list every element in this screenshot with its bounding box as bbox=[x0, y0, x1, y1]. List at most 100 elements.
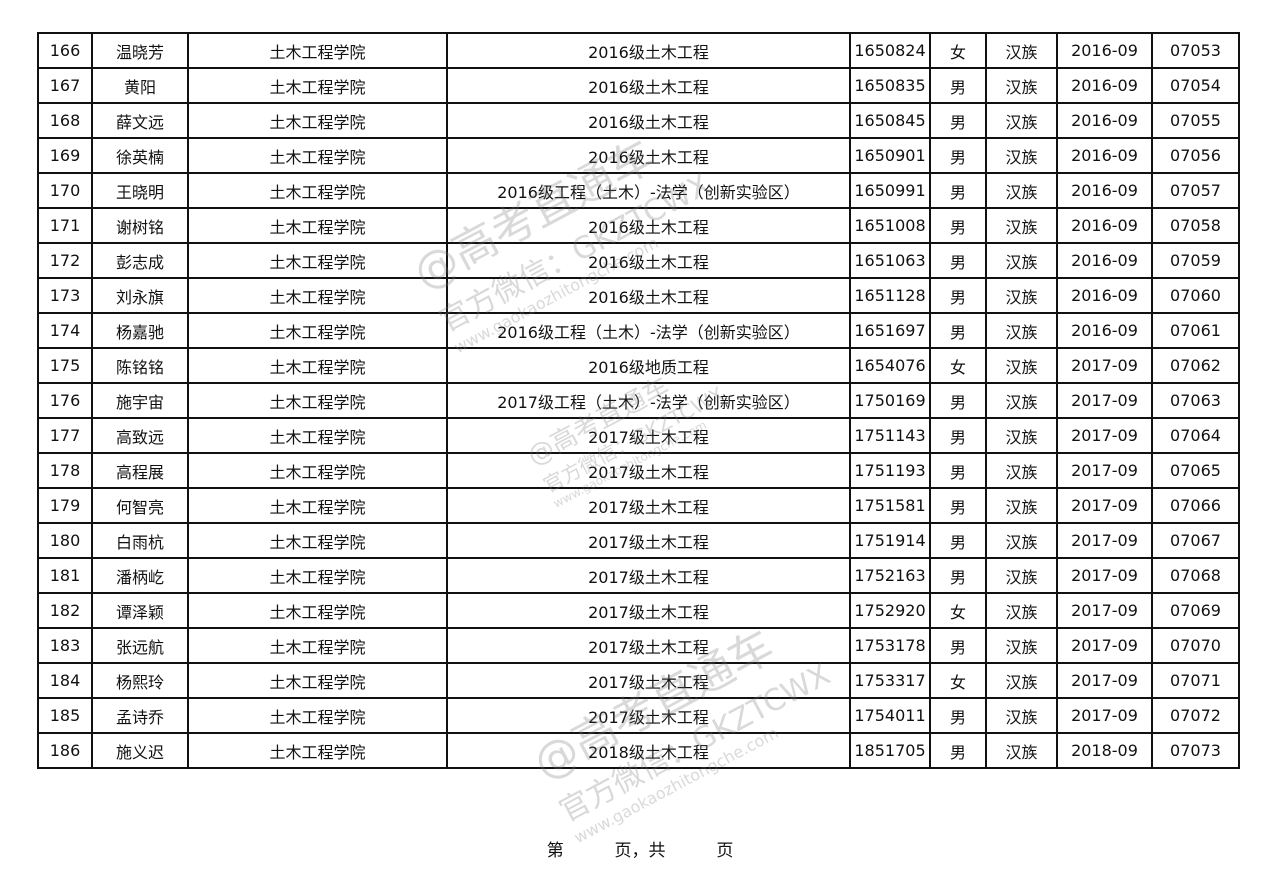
cell-student-id: 1651063 bbox=[849, 242, 931, 279]
page-suffix: 页 bbox=[716, 841, 734, 861]
cell-certificate-no: 07056 bbox=[1151, 137, 1240, 174]
cell-certificate-no: 07062 bbox=[1151, 347, 1240, 384]
cell-name: 潘柄屹 bbox=[91, 557, 189, 594]
table-row: 184 杨熙玲 土木工程学院 2017级土木工程 1753317 女汉族 2017-09 07… bbox=[37, 662, 1240, 699]
cell-ethnicity: 汉族 bbox=[985, 172, 1058, 209]
cell-ethnicity: 汉族 bbox=[985, 347, 1058, 384]
cell-name: 彭志成 bbox=[91, 242, 189, 279]
table-row: 183 张远航 土木工程学院 2017级土木工程 1753178 男汉族 2017-09 07… bbox=[37, 627, 1240, 664]
cell-enrollment: 2016-09 bbox=[1056, 242, 1153, 279]
table-row: 171 谢树铭 土木工程学院 2016级土木工程 1651008 男汉族 2016-09 07… bbox=[37, 207, 1240, 244]
cell-student-id: 1651008 bbox=[849, 207, 931, 244]
cell-enrollment: 2016-09 bbox=[1056, 172, 1153, 209]
cell-class: 2016级工程（土木）-法学（创新实验区） bbox=[446, 172, 851, 209]
cell-certificate-no: 07072 bbox=[1151, 697, 1240, 734]
cell-certificate-no: 07073 bbox=[1151, 732, 1240, 769]
cell-ethnicity: 汉族 bbox=[985, 522, 1058, 559]
cell-college: 土木工程学院 bbox=[187, 557, 448, 594]
cell-name: 杨熙玲 bbox=[91, 662, 189, 699]
cell-enrollment: 2017-09 bbox=[1056, 452, 1153, 489]
cell-class: 2016级土木工程 bbox=[446, 32, 851, 69]
cell-index: 180 bbox=[37, 522, 93, 559]
cell-ethnicity: 汉族 bbox=[985, 102, 1058, 139]
page-prefix: 第 bbox=[546, 841, 564, 861]
table-row: 179 何智亮 土木工程学院 2017级土木工程 1751581 男汉族 2017-09 07… bbox=[37, 487, 1240, 524]
cell-college: 土木工程学院 bbox=[187, 592, 448, 629]
cell-name: 徐英楠 bbox=[91, 137, 189, 174]
cell-certificate-no: 07069 bbox=[1151, 592, 1240, 629]
table-row: 170 王晓明 土木工程学院 2016级工程（土木）-法学（创新实验区） 1650991… bbox=[37, 172, 1240, 209]
cell-gender: 女 bbox=[929, 592, 987, 629]
cell-class: 2017级土木工程 bbox=[446, 417, 851, 454]
cell-gender: 女 bbox=[929, 32, 987, 69]
cell-college: 土木工程学院 bbox=[187, 417, 448, 454]
cell-class: 2017级土木工程 bbox=[446, 697, 851, 734]
cell-certificate-no: 07055 bbox=[1151, 102, 1240, 139]
cell-certificate-no: 07064 bbox=[1151, 417, 1240, 454]
cell-name: 白雨杭 bbox=[91, 522, 189, 559]
cell-enrollment: 2018-09 bbox=[1056, 732, 1153, 769]
cell-class: 2018级土木工程 bbox=[446, 732, 851, 769]
cell-student-id: 1751143 bbox=[849, 417, 931, 454]
cell-enrollment: 2017-09 bbox=[1056, 487, 1153, 524]
cell-college: 土木工程学院 bbox=[187, 382, 448, 419]
cell-gender: 男 bbox=[929, 102, 987, 139]
cell-enrollment: 2017-09 bbox=[1056, 382, 1153, 419]
cell-enrollment: 2016-09 bbox=[1056, 277, 1153, 314]
cell-ethnicity: 汉族 bbox=[985, 697, 1058, 734]
cell-name: 何智亮 bbox=[91, 487, 189, 524]
cell-index: 171 bbox=[37, 207, 93, 244]
cell-name: 陈铭铭 bbox=[91, 347, 189, 384]
cell-gender: 男 bbox=[929, 172, 987, 209]
cell-gender: 男 bbox=[929, 487, 987, 524]
table-row: 175 陈铭铭 土木工程学院 2016级地质工程 1654076 女汉族 2017-09 07… bbox=[37, 347, 1240, 384]
cell-class: 2017级土木工程 bbox=[446, 522, 851, 559]
cell-ethnicity: 汉族 bbox=[985, 207, 1058, 244]
cell-student-id: 1753317 bbox=[849, 662, 931, 699]
cell-gender: 男 bbox=[929, 207, 987, 244]
cell-certificate-no: 07071 bbox=[1151, 662, 1240, 699]
cell-college: 土木工程学院 bbox=[187, 242, 448, 279]
cell-ethnicity: 汉族 bbox=[985, 277, 1058, 314]
table-row: 173 刘永旗 土木工程学院 2016级土木工程 1651128 男汉族 2016-09 07… bbox=[37, 277, 1240, 314]
cell-gender: 女 bbox=[929, 347, 987, 384]
cell-index: 177 bbox=[37, 417, 93, 454]
table-row: 181 潘柄屹 土木工程学院 2017级土木工程 1752163 男汉族 2017-09 07… bbox=[37, 557, 1240, 594]
cell-student-id: 1751581 bbox=[849, 487, 931, 524]
cell-gender: 男 bbox=[929, 627, 987, 664]
cell-enrollment: 2017-09 bbox=[1056, 557, 1153, 594]
cell-class: 2016级土木工程 bbox=[446, 242, 851, 279]
cell-gender: 男 bbox=[929, 67, 987, 104]
cell-class: 2017级土木工程 bbox=[446, 627, 851, 664]
cell-college: 土木工程学院 bbox=[187, 172, 448, 209]
cell-certificate-no: 07068 bbox=[1151, 557, 1240, 594]
cell-college: 土木工程学院 bbox=[187, 137, 448, 174]
table-row: 166 温晓芳 土木工程学院 2016级土木工程 1650824 女汉族 2016-09 07… bbox=[37, 32, 1240, 69]
cell-student-id: 1754011 bbox=[849, 697, 931, 734]
cell-ethnicity: 汉族 bbox=[985, 32, 1058, 69]
cell-student-id: 1751914 bbox=[849, 522, 931, 559]
cell-ethnicity: 汉族 bbox=[985, 312, 1058, 349]
cell-enrollment: 2016-09 bbox=[1056, 102, 1153, 139]
cell-index: 167 bbox=[37, 67, 93, 104]
cell-enrollment: 2017-09 bbox=[1056, 662, 1153, 699]
cell-ethnicity: 汉族 bbox=[985, 67, 1058, 104]
cell-gender: 男 bbox=[929, 732, 987, 769]
cell-student-id: 1651697 bbox=[849, 312, 931, 349]
cell-index: 168 bbox=[37, 102, 93, 139]
cell-gender: 男 bbox=[929, 382, 987, 419]
cell-certificate-no: 07067 bbox=[1151, 522, 1240, 559]
cell-college: 土木工程学院 bbox=[187, 102, 448, 139]
cell-class: 2016级地质工程 bbox=[446, 347, 851, 384]
cell-gender: 女 bbox=[929, 662, 987, 699]
cell-student-id: 1753178 bbox=[849, 627, 931, 664]
table-row: 185 孟诗乔 土木工程学院 2017级土木工程 1754011 男汉族 2017-09 07… bbox=[37, 697, 1240, 734]
cell-ethnicity: 汉族 bbox=[985, 242, 1058, 279]
cell-class: 2017级土木工程 bbox=[446, 487, 851, 524]
cell-name: 高致远 bbox=[91, 417, 189, 454]
cell-index: 172 bbox=[37, 242, 93, 279]
cell-gender: 男 bbox=[929, 452, 987, 489]
table-row: 182 谭泽颖 土木工程学院 2017级土木工程 1752920 女汉族 2017-09 07… bbox=[37, 592, 1240, 629]
student-table: 166 温晓芳 土木工程学院 2016级土木工程 1650824 女汉族 2016-09 07… bbox=[37, 32, 1240, 769]
cell-class: 2017级工程（土木）-法学（创新实验区） bbox=[446, 382, 851, 419]
